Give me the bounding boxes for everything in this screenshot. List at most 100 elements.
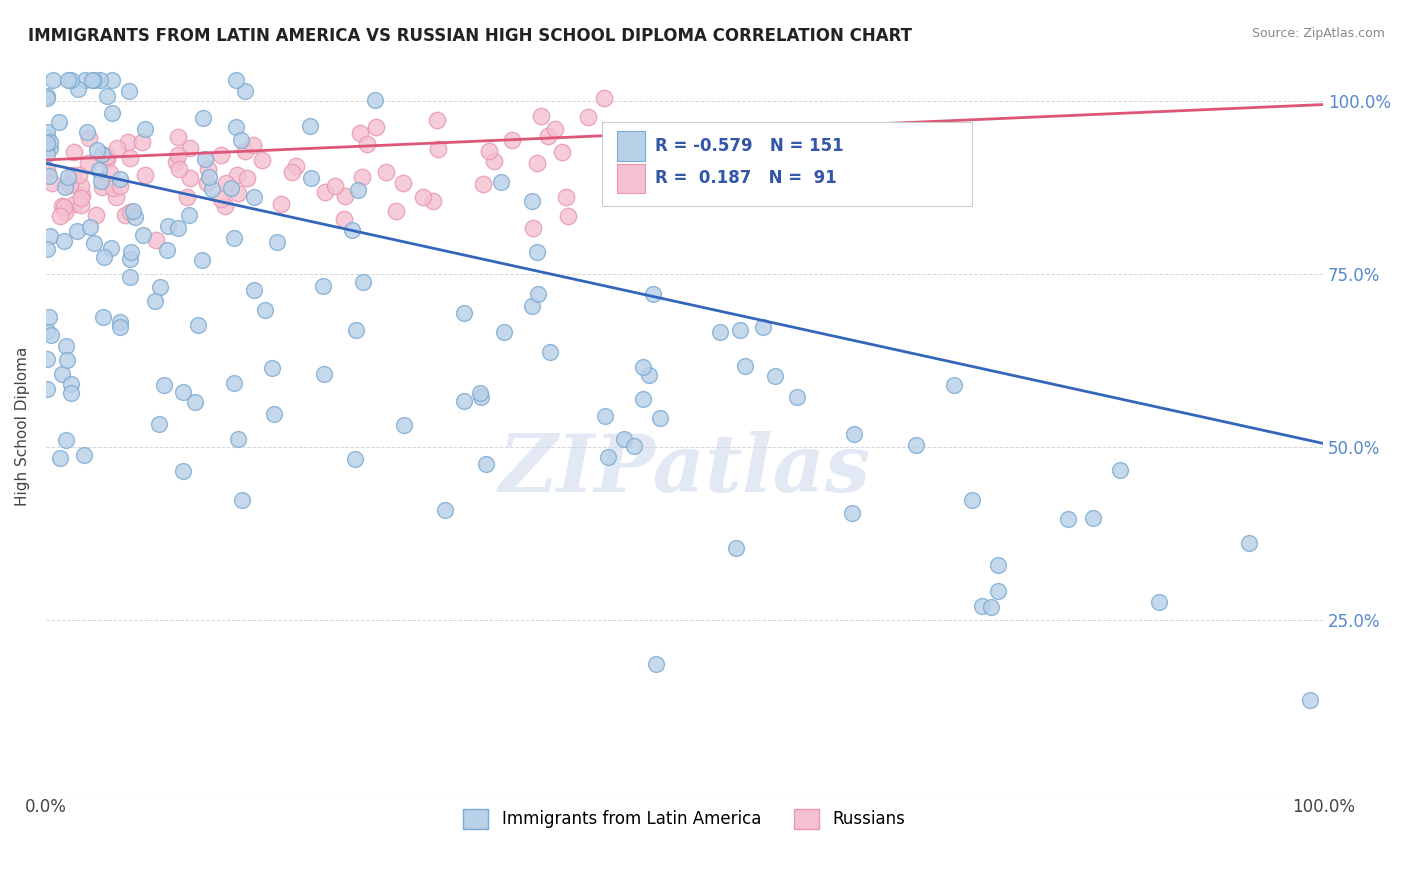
Point (284, 159, 307, 173)
Point (167, 220, 190, 235)
Point (1147, 594, 1170, 608)
Point (392, 177, 415, 191)
Point (59, 377, 82, 392)
Point (222, 231, 245, 245)
Point (538, 345, 561, 359)
Point (530, 109, 553, 123)
Point (53, 205, 76, 219)
Point (72, 188, 94, 202)
Point (104, 190, 127, 204)
Point (613, 432, 636, 446)
Point (118, 84, 141, 98)
Point (37, 147, 59, 161)
Point (101, 180, 124, 194)
Point (131, 136, 153, 150)
Point (117, 136, 139, 150)
Point (226, 168, 249, 182)
Point (197, 161, 219, 176)
Point (179, 170, 201, 185)
Point (470, 390, 492, 404)
Point (425, 113, 447, 128)
Point (623, 439, 645, 453)
Point (412, 189, 434, 203)
Point (987, 558, 1010, 572)
Point (344, 452, 367, 467)
Point (219, 181, 242, 195)
Point (374, 165, 396, 179)
Point (176, 190, 198, 204)
Point (242, 138, 264, 153)
Point (37, 90, 59, 104)
Point (38, 141, 60, 155)
Point (86, 143, 108, 157)
Point (90, 174, 112, 188)
Point (100, 241, 122, 255)
Point (91, 180, 114, 194)
Point (59, 178, 82, 192)
Point (474, 457, 496, 471)
Point (96, 149, 118, 163)
Point (612, 187, 634, 202)
Point (89, 73, 111, 87)
Point (262, 361, 284, 376)
Point (198, 169, 221, 184)
Text: R =  0.187   N =  91: R = 0.187 N = 91 (655, 169, 837, 187)
Point (340, 223, 363, 237)
Point (752, 320, 775, 334)
Point (526, 244, 548, 259)
Point (522, 194, 544, 209)
Point (344, 323, 367, 337)
Point (132, 228, 155, 243)
Point (55, 339, 77, 353)
Point (39, 229, 62, 244)
Point (1109, 463, 1132, 477)
Point (134, 122, 156, 136)
Point (120, 244, 142, 259)
Point (37, 242, 59, 256)
FancyBboxPatch shape (617, 131, 645, 161)
Point (209, 148, 232, 162)
Point (75, 73, 97, 87)
Point (37, 382, 59, 396)
Point (482, 153, 505, 168)
Point (87, 163, 110, 178)
Point (60, 73, 83, 87)
Point (422, 194, 444, 208)
Point (631, 392, 654, 406)
Point (263, 407, 285, 421)
Point (665, 141, 688, 155)
Point (120, 269, 142, 284)
Point (472, 177, 495, 191)
Point (79, 220, 101, 235)
Point (56, 73, 79, 87)
Point (763, 369, 786, 384)
Point (37, 162, 59, 177)
Point (66, 82, 89, 96)
Point (841, 506, 863, 520)
Point (242, 190, 264, 204)
Point (280, 165, 302, 179)
Point (114, 208, 136, 222)
Point (145, 233, 167, 247)
Text: R = -0.579   N = 151: R = -0.579 N = 151 (655, 137, 844, 155)
Point (522, 299, 544, 313)
Point (201, 182, 224, 196)
Point (191, 252, 214, 267)
Point (645, 657, 668, 671)
Point (392, 417, 415, 432)
Point (489, 175, 512, 189)
Point (60, 385, 83, 400)
Point (118, 205, 141, 219)
Point (314, 367, 336, 381)
Point (537, 128, 560, 143)
Point (76, 125, 98, 139)
Point (187, 318, 209, 332)
Point (236, 170, 259, 185)
Point (904, 438, 927, 452)
Point (641, 286, 664, 301)
Point (960, 492, 983, 507)
Point (62, 168, 84, 182)
Point (179, 141, 201, 155)
FancyBboxPatch shape (617, 164, 645, 193)
Point (193, 111, 215, 125)
